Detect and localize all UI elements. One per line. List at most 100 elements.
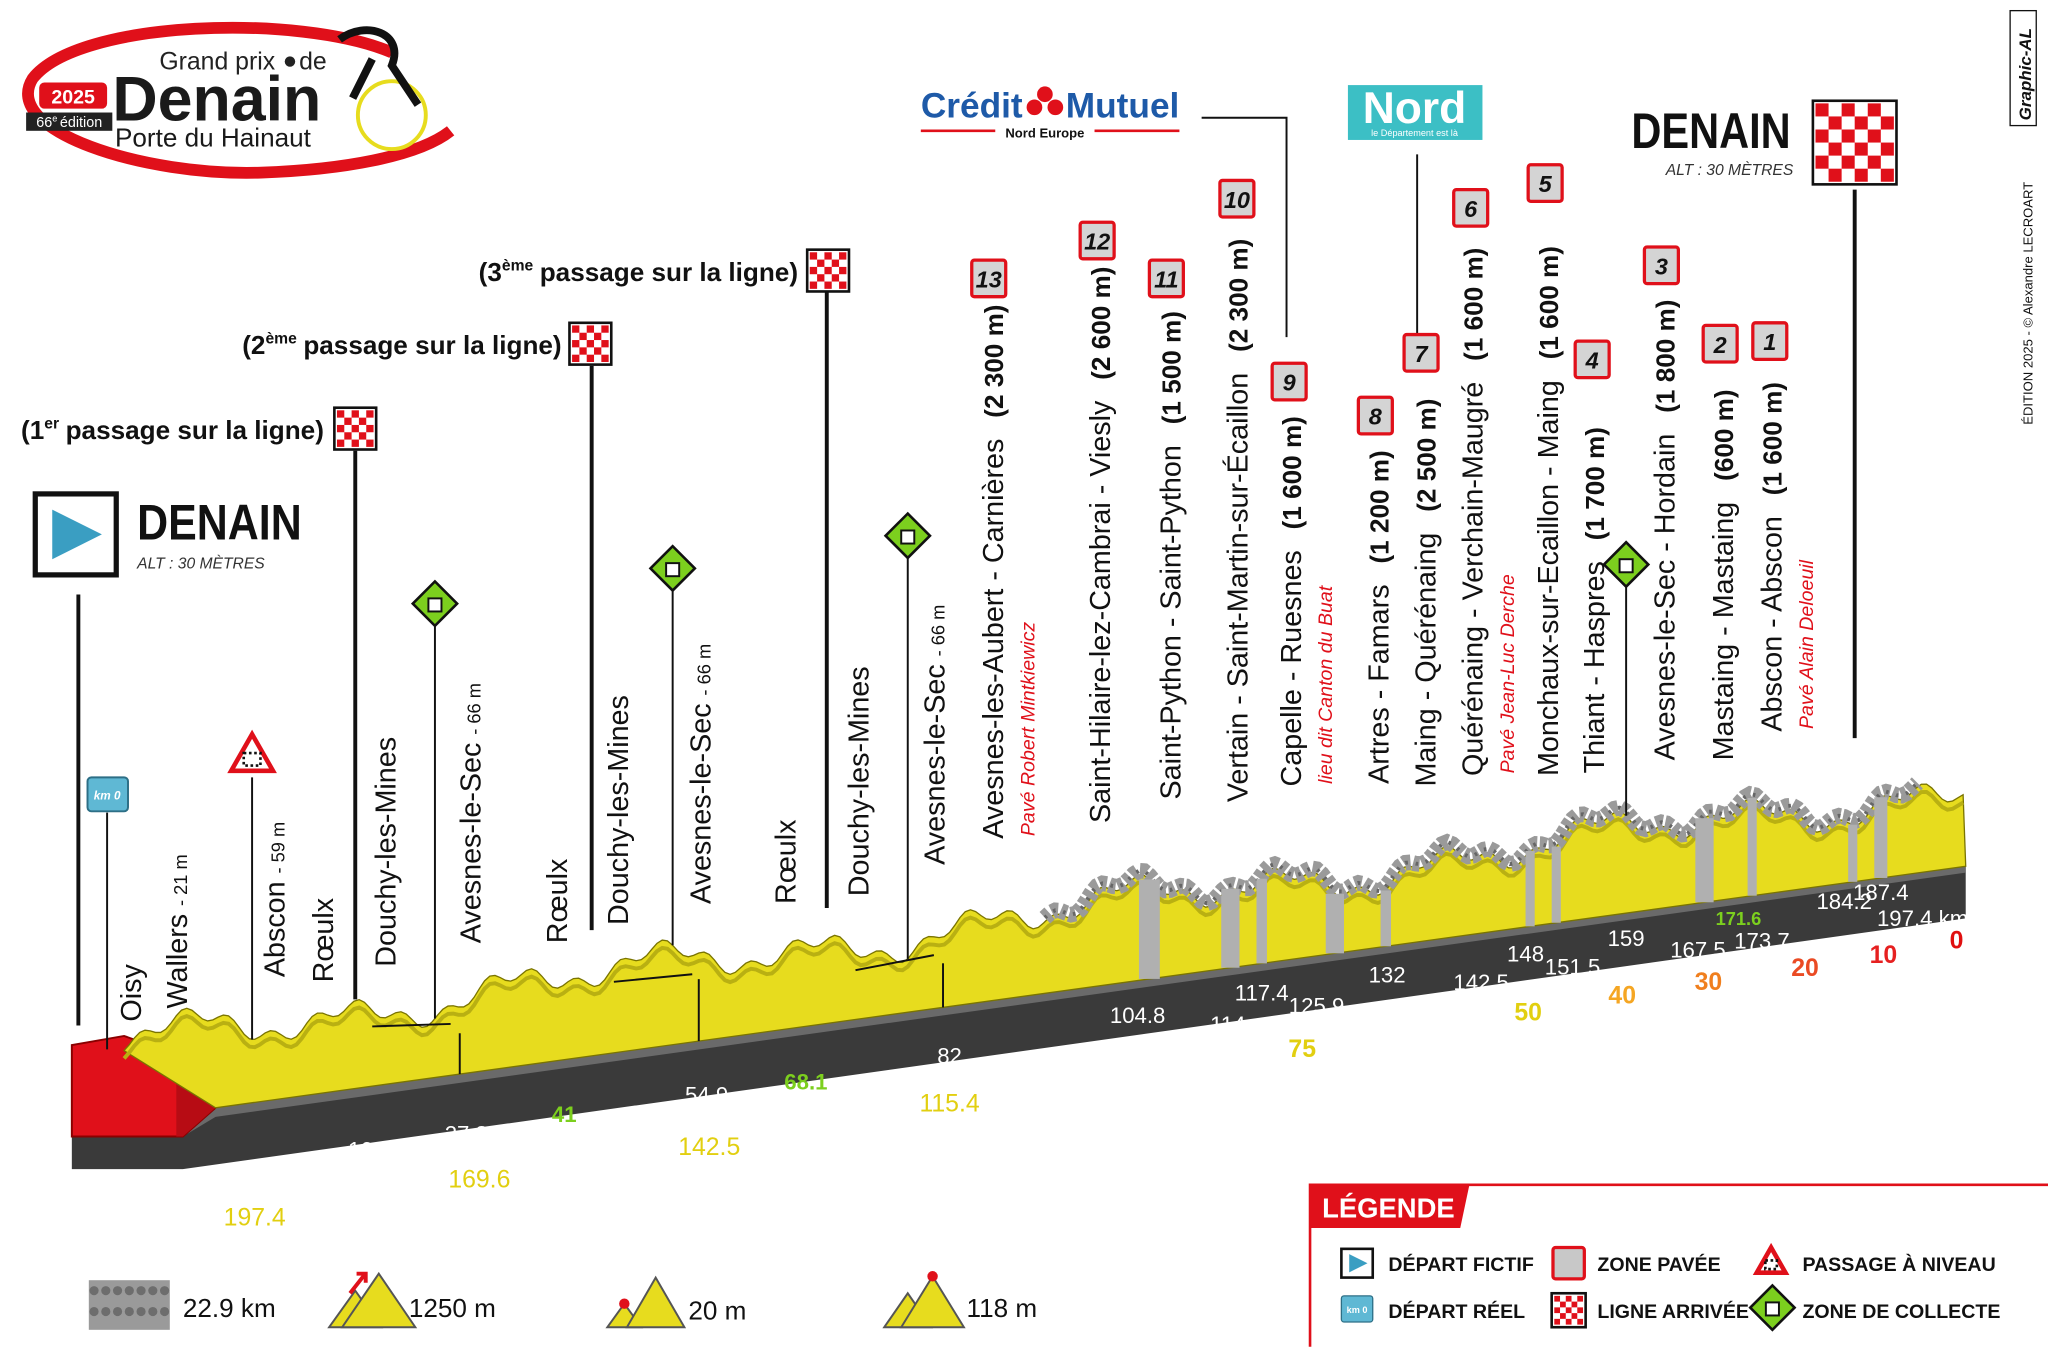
remaining-label: 10 xyxy=(1870,942,1898,969)
remaining-label: 75 xyxy=(1288,1036,1316,1063)
sector-length: (1 700 m) xyxy=(1580,427,1610,540)
flag-square xyxy=(1828,116,1842,130)
logo-grand-prix: Grand prix xyxy=(159,48,275,75)
stat-icon-mountain xyxy=(899,1274,966,1329)
passage-flag xyxy=(805,248,851,293)
place-altitude: - 59 m xyxy=(268,822,289,874)
sponsor-emblem xyxy=(1026,99,1043,116)
flag-square xyxy=(366,410,374,418)
stat-value: 20 m xyxy=(688,1295,746,1325)
flag-square xyxy=(1867,155,1881,169)
stat-icon-stone xyxy=(89,1306,99,1317)
stat-icon-stone xyxy=(148,1286,158,1296)
logo-ring xyxy=(22,21,455,179)
flag-square xyxy=(839,281,847,289)
flag-square xyxy=(586,340,595,348)
flag-square xyxy=(1828,168,1842,182)
flag-square xyxy=(1560,1313,1566,1319)
sector-nickname: Pavé Jean-Luc Derche xyxy=(1497,574,1519,773)
place-name: Wallers - 21 m xyxy=(162,854,194,1008)
sector-name: Capelle - Ruesnes xyxy=(1276,550,1308,786)
flag-square xyxy=(1565,1318,1572,1325)
flag-square xyxy=(1841,155,1855,169)
stat-icon-stone xyxy=(112,1286,123,1296)
feed-zone-bin xyxy=(900,529,916,545)
road-line xyxy=(613,973,693,983)
remaining-label: 0 xyxy=(1950,927,1964,954)
sector-badge xyxy=(1356,395,1394,436)
flag-square xyxy=(1854,142,1868,156)
sponsor-mutuel: Mutuel xyxy=(1066,87,1180,126)
legend-item: LIGNE ARRIVÉE xyxy=(1597,1300,1749,1323)
start-icon-arrow xyxy=(52,509,102,560)
flag-square xyxy=(586,325,595,333)
flag-square xyxy=(1554,1307,1561,1314)
passage-sup: er xyxy=(44,416,59,433)
passage-label: (1er passage sur la ligne) xyxy=(21,415,324,445)
logo-cyclist xyxy=(337,26,422,107)
road-base-top xyxy=(182,866,1966,1137)
edition-text: édition xyxy=(60,115,102,131)
stat-icon-dot xyxy=(619,1298,630,1309)
flag-square xyxy=(1841,103,1855,117)
place-name: Abscon - 59 m xyxy=(260,822,292,977)
sector-label: Avesnes-les-Aubert - Carnières (2 300 m) xyxy=(978,305,1010,839)
sector-label: Quérénaing - Verchain-Maugré (1 600 m) xyxy=(1457,248,1489,776)
cobble-sector-bar xyxy=(1848,824,1858,882)
flag-square xyxy=(572,340,580,348)
remaining-label: 115.4 xyxy=(919,1091,979,1118)
place-town: Rœulx xyxy=(308,897,340,982)
passage-sup: ème xyxy=(502,258,534,275)
place-altitude: - 21 m xyxy=(170,854,191,906)
distance-label: 148 xyxy=(1507,942,1544,967)
flag-square xyxy=(366,439,374,447)
distance-label: 104.8 xyxy=(1110,1003,1166,1028)
stat-icon-stone xyxy=(124,1306,134,1317)
sponsor-nord-tagline: le Département est là xyxy=(1371,128,1459,138)
feed-zone-bin xyxy=(1618,558,1634,574)
flag-square xyxy=(594,332,602,341)
sector-name: Saint-Python - Saint-Python xyxy=(1156,445,1188,799)
distance-label: 187.4 xyxy=(1853,880,1909,905)
remaining-label: 30 xyxy=(1695,969,1723,996)
stat-icon-stone xyxy=(124,1286,134,1296)
flag-square xyxy=(1560,1301,1566,1308)
distance-label: 27.8 xyxy=(445,1122,488,1147)
stat-icon-stone xyxy=(160,1306,170,1317)
finish-flag xyxy=(1811,99,1898,186)
sector-label: Maing - Quérénaing (2 500 m) xyxy=(1410,399,1442,787)
sector-name: Artres - Famars xyxy=(1363,584,1395,783)
distance-label: -4 xyxy=(177,1167,197,1192)
place-town: Rœulx xyxy=(542,858,574,943)
passage-label: (2ème passage sur la ligne) xyxy=(242,330,561,360)
sector-badge xyxy=(1402,332,1440,373)
sector-length: (1 800 m) xyxy=(1650,300,1680,413)
legend-icon-finish xyxy=(1550,1291,1587,1329)
distance-label: 132 xyxy=(1369,962,1406,987)
place-town: Abscon xyxy=(260,881,292,977)
flag-square xyxy=(817,274,825,282)
flag-square xyxy=(809,252,818,260)
distance-label: 54.9 xyxy=(685,1083,728,1108)
sector-length: (2 500 m) xyxy=(1411,399,1441,512)
place-altitude: - 66 m xyxy=(694,644,715,696)
distance-label: 114 xyxy=(1210,1012,1245,1037)
place-name: Oisy xyxy=(116,964,148,1022)
passage-sup: ème xyxy=(265,331,297,348)
place-altitude: - 66 m xyxy=(927,605,948,657)
distance-label: 197.4 km xyxy=(1877,906,1968,931)
stat-icon-arrow xyxy=(348,1271,368,1295)
remaining-label: 169.6 xyxy=(448,1166,510,1193)
sector-number: 5 xyxy=(1539,171,1553,197)
km0-icon xyxy=(86,776,129,813)
road-base xyxy=(71,866,1966,1170)
distance-label: 82 xyxy=(937,1043,962,1068)
flag-square xyxy=(831,259,840,267)
sponsor-region: Nord Europe xyxy=(1005,125,1084,140)
flag-square xyxy=(1815,129,1829,143)
sector-number: 11 xyxy=(1154,267,1178,293)
sector-length: (2 300 m) xyxy=(1223,239,1253,352)
sector-number: 12 xyxy=(1084,229,1110,255)
